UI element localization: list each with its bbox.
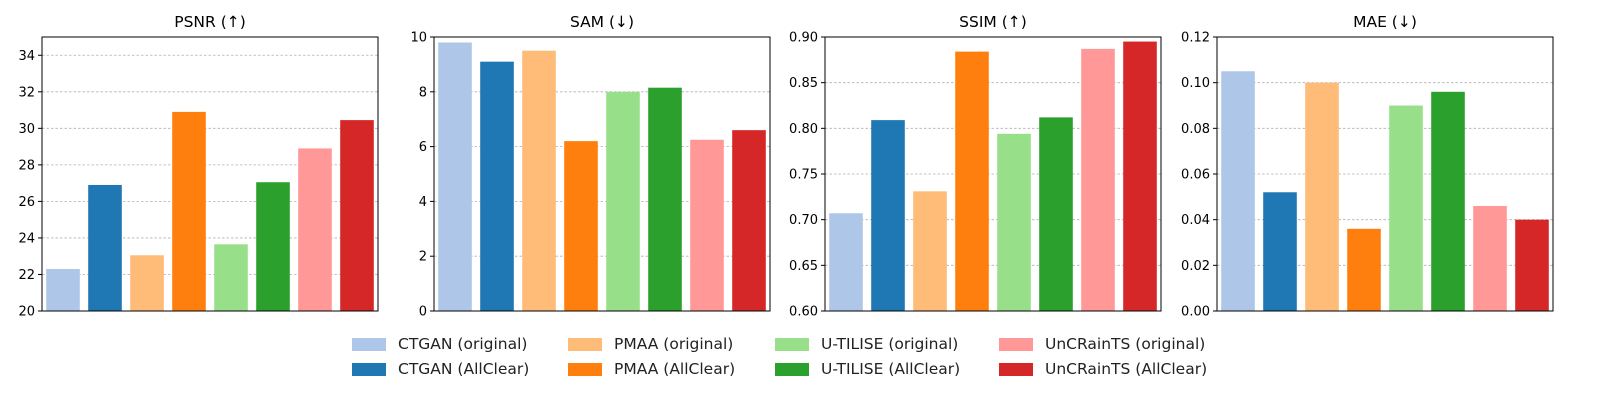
legend-item: UnCRainTS (AllClear) xyxy=(999,358,1207,380)
y-tick-label: 20 xyxy=(18,305,35,320)
bar-3 xyxy=(522,50,556,311)
bar-3 xyxy=(913,191,947,311)
y-tick-label: 0.10 xyxy=(1181,76,1210,91)
y-tick-label: 30 xyxy=(18,122,35,137)
y-tick-label: 28 xyxy=(18,158,35,173)
bar-4 xyxy=(564,141,598,311)
y-tick-label: 0.70 xyxy=(789,213,818,228)
legend-swatch xyxy=(999,337,1033,351)
y-tick-label: 0.85 xyxy=(789,76,818,91)
y-tick-label: 0.60 xyxy=(789,305,818,320)
chart-legend: CTGAN (original) CTGAN (AllClear) PMAA (or… xyxy=(0,333,1600,393)
legend-item: U-TILISE (original) xyxy=(775,333,958,355)
bar-7 xyxy=(1473,205,1507,311)
legend-label: CTGAN (original) xyxy=(398,335,528,353)
legend-swatch xyxy=(352,337,386,351)
legend-item: U-TILISE (AllClear) xyxy=(775,358,960,380)
legend-swatch xyxy=(352,362,386,376)
legend-label: PMAA (original) xyxy=(614,335,734,353)
bar-3 xyxy=(1305,82,1339,312)
plot-frame xyxy=(433,36,771,312)
bar-8 xyxy=(732,130,766,311)
bar-2 xyxy=(480,61,514,311)
bar-8 xyxy=(1123,41,1157,312)
legend-label: PMAA (AllClear) xyxy=(614,360,736,378)
bar-2 xyxy=(871,120,905,311)
y-tick-label: 0.75 xyxy=(789,168,818,183)
bar-5 xyxy=(997,133,1031,311)
legend-swatch xyxy=(775,337,809,351)
y-tick-label: 0.80 xyxy=(789,122,818,137)
bar-4 xyxy=(955,51,989,311)
bar-1 xyxy=(829,213,863,311)
bar-5 xyxy=(1389,105,1423,311)
bar-4 xyxy=(1347,228,1381,311)
bar-6 xyxy=(1039,117,1073,311)
y-tick-label: 0.06 xyxy=(1181,168,1210,183)
legend-item: CTGAN (original) xyxy=(352,333,527,355)
legend-swatch xyxy=(775,362,809,376)
y-tick-label: 34 xyxy=(18,49,35,64)
chart-panel-1: 20 22 24 26 28 30 32 34 PSNR (↑) xyxy=(18,13,379,320)
bar-6 xyxy=(648,87,682,311)
legend-label: UnCRainTS (AllClear) xyxy=(1045,360,1208,378)
legend-item: PMAA (AllClear) xyxy=(568,358,735,380)
y-tick-label: 0.65 xyxy=(789,259,818,274)
chart-title: SSIM (↑) xyxy=(959,13,1027,31)
bar-7 xyxy=(298,148,332,311)
chart-title: MAE (↓) xyxy=(1353,13,1417,31)
y-tick-label: 4 xyxy=(419,195,427,210)
y-tick-label: 24 xyxy=(18,231,35,246)
bar-5 xyxy=(214,244,248,311)
legend-item: UnCRainTS (original) xyxy=(999,333,1205,355)
chart-title: PSNR (↑) xyxy=(174,13,246,31)
y-tick-label: 6 xyxy=(419,140,427,155)
y-tick-label: 8 xyxy=(419,85,427,100)
y-tick-label: 26 xyxy=(18,195,35,210)
y-tick-label: 0.04 xyxy=(1181,213,1210,228)
bar-3 xyxy=(130,255,164,311)
legend-swatch xyxy=(568,362,602,376)
bar-1 xyxy=(46,268,80,311)
plot-frame xyxy=(41,36,379,312)
y-tick-label: 22 xyxy=(18,268,35,283)
y-tick-label: 10 xyxy=(410,31,427,46)
bar-1 xyxy=(1221,71,1255,311)
y-tick-label: 32 xyxy=(18,85,35,100)
y-tick-label: 0.02 xyxy=(1181,259,1210,274)
legend-label: U-TILISE (original) xyxy=(821,335,959,353)
y-tick-label: 0.08 xyxy=(1181,122,1210,137)
y-tick-label: 2 xyxy=(419,250,427,265)
legend-label: UnCRainTS (original) xyxy=(1045,335,1206,353)
bar-6 xyxy=(256,182,290,311)
y-tick-label: 0.00 xyxy=(1181,305,1210,320)
chart-title: SAM (↓) xyxy=(570,13,634,31)
chart-panel-3: 0.60 0.65 0.70 0.75 0.80 0.85 0.90 SSIM (↑) xyxy=(789,13,1162,320)
legend-label: CTGAN (AllClear) xyxy=(398,360,530,378)
bar-1 xyxy=(438,42,472,311)
bar-8 xyxy=(340,120,374,311)
legend-swatch xyxy=(568,337,602,351)
legend-item: PMAA (original) xyxy=(568,333,733,355)
bar-2 xyxy=(1263,192,1297,311)
y-tick-label: 0.90 xyxy=(789,31,818,46)
bar-8 xyxy=(1515,219,1549,311)
bar-2 xyxy=(88,184,122,311)
chart-panel-4: 0.00 0.02 0.04 0.06 0.08 0.10 0.12 MAE (↓) xyxy=(1181,13,1554,320)
bar-5 xyxy=(606,91,640,311)
bar-6 xyxy=(1431,91,1465,311)
bar-4 xyxy=(172,111,206,311)
y-tick-label: 0.12 xyxy=(1181,31,1210,46)
legend-swatch xyxy=(999,362,1033,376)
y-tick-label: 0 xyxy=(419,305,427,320)
bar-7 xyxy=(1081,48,1115,312)
legend-item: CTGAN (AllClear) xyxy=(352,358,529,380)
chart-panel-2: 0 2 4 6 8 10 SAM (↓) xyxy=(410,13,771,320)
bar-7 xyxy=(690,139,724,311)
legend-label: U-TILISE (AllClear) xyxy=(821,360,961,378)
